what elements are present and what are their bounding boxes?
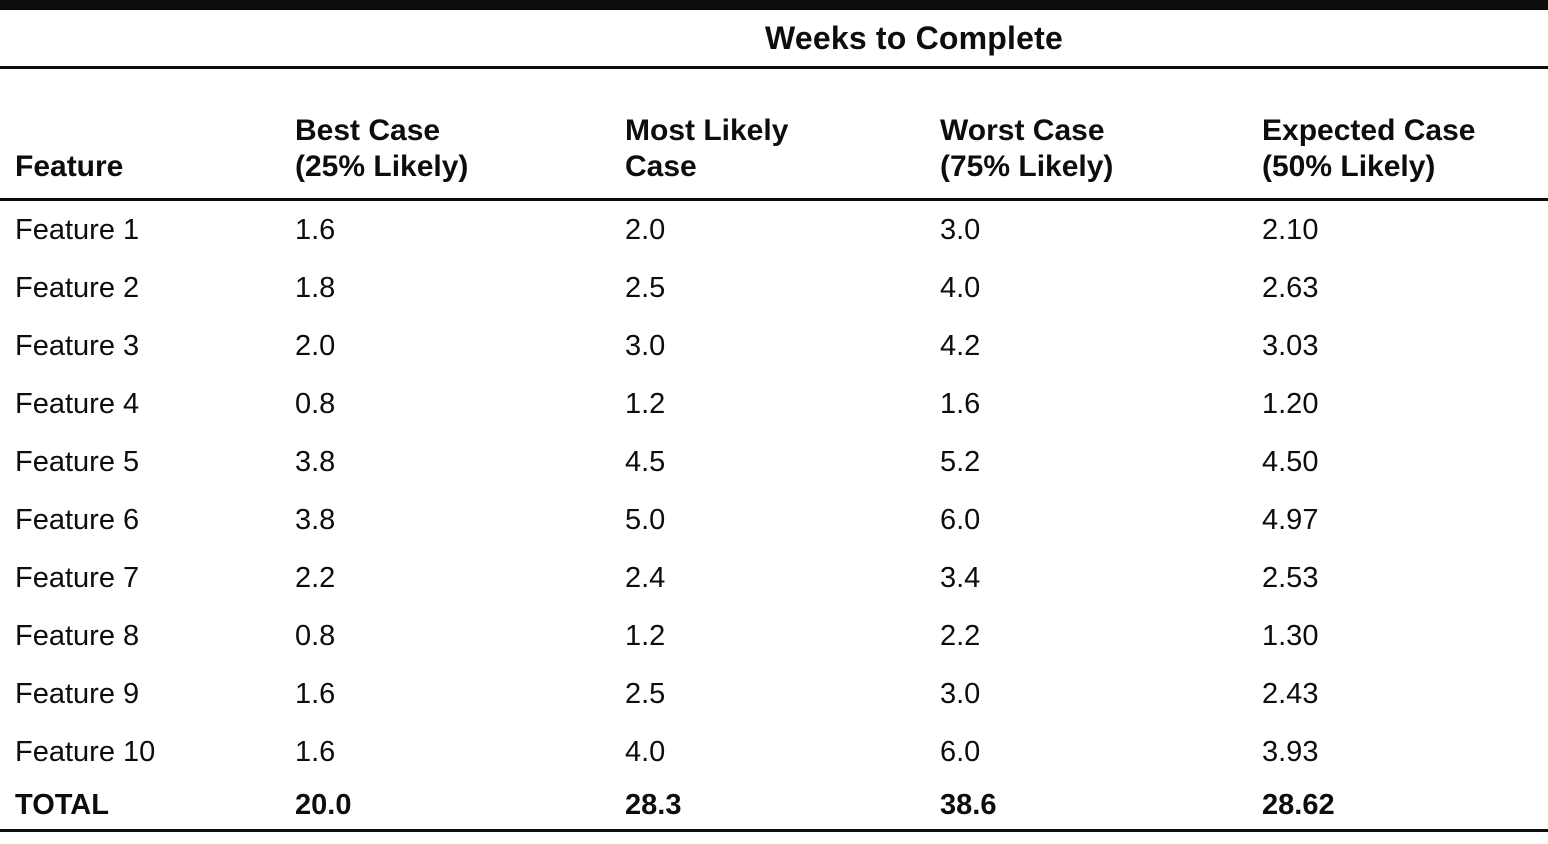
estimation-table: Weeks to Complete Feature Best Case (25%… xyxy=(0,10,1548,832)
value-cell: 2.43 xyxy=(1262,677,1319,710)
value-cell: 3.8 xyxy=(295,503,336,536)
value-cell: 4.0 xyxy=(940,271,981,304)
value-cell: 3.8 xyxy=(295,445,336,478)
column-header-best-case: Best Case (25% Likely) xyxy=(280,67,610,201)
feature-row: Feature 5 3.8 4.5 5.2 4.50 xyxy=(0,433,1548,491)
feature-row: Feature 2 1.8 2.5 4.0 2.63 xyxy=(0,259,1548,317)
value-cell: 1.2 xyxy=(625,387,666,420)
column-header-row: Feature Best Case (25% Likely) Most Like… xyxy=(0,67,1548,201)
value-cell: 28.3 xyxy=(610,781,925,832)
value-cell: 6.0 xyxy=(940,735,981,768)
feature-name-cell: Feature 10 xyxy=(15,735,156,768)
feature-row: Feature 7 2.2 2.4 3.4 2.53 xyxy=(0,549,1548,607)
feature-name-cell: Feature 7 xyxy=(15,561,140,594)
table-body: Feature 1 1.6 2.0 3.0 2.10 Feature 2 1.8 2.5 4.0… xyxy=(0,200,1548,832)
feature-name-cell: Feature 4 xyxy=(15,387,140,420)
value-cell: 2.4 xyxy=(625,561,666,594)
value-cell: 3.0 xyxy=(625,329,666,362)
value-cell: 6.0 xyxy=(940,503,981,536)
value-cell: 28.62 xyxy=(1247,781,1548,832)
spanning-header-row: Weeks to Complete xyxy=(0,10,1548,69)
feature-row: Feature 1 1.6 2.0 3.0 2.10 xyxy=(0,200,1548,260)
column-header-expected-case: Expected Case (50% Likely) xyxy=(1247,67,1548,201)
value-cell: 2.2 xyxy=(940,619,981,652)
column-header-label: Feature xyxy=(15,150,124,184)
value-cell: 4.2 xyxy=(940,329,981,362)
corner-cell xyxy=(0,10,280,69)
column-header-sublabel: (50% Likely) xyxy=(1262,150,1436,184)
value-cell: 2.2 xyxy=(295,561,336,594)
column-header-feature: Feature xyxy=(0,67,280,201)
value-cell: 0.8 xyxy=(295,619,336,652)
feature-row: Feature 10 1.6 4.0 6.0 3.93 xyxy=(0,723,1548,781)
column-header-label: Worst Case xyxy=(940,113,1105,147)
value-cell: 5.2 xyxy=(940,445,981,478)
top-rule xyxy=(0,0,1548,10)
feature-name-cell: Feature 5 xyxy=(15,445,140,478)
feature-row: Feature 8 0.8 1.2 2.2 1.30 xyxy=(0,607,1548,665)
total-row: TOTAL 20.0 28.3 38.6 28.62 xyxy=(0,781,1548,832)
column-header-label: Expected Case xyxy=(1262,113,1476,147)
value-cell: 2.0 xyxy=(295,329,336,362)
value-cell: 0.8 xyxy=(295,387,336,420)
feature-row: Feature 6 3.8 5.0 6.0 4.97 xyxy=(0,491,1548,549)
feature-row: Feature 9 1.6 2.5 3.0 2.43 xyxy=(0,665,1548,723)
feature-name-cell: Feature 8 xyxy=(15,619,140,652)
value-cell: 1.6 xyxy=(295,677,336,710)
value-cell: 3.03 xyxy=(1262,329,1319,362)
value-cell: 2.63 xyxy=(1262,271,1319,304)
value-cell: 2.53 xyxy=(1262,561,1319,594)
value-cell: 5.0 xyxy=(625,503,666,536)
feature-name-cell: Feature 9 xyxy=(15,677,140,710)
feature-name-cell: TOTAL xyxy=(0,781,280,832)
value-cell: 3.4 xyxy=(940,561,981,594)
value-cell: 1.2 xyxy=(625,619,666,652)
value-cell: 1.8 xyxy=(295,271,336,304)
value-cell: 2.5 xyxy=(625,271,666,304)
value-cell: 3.93 xyxy=(1262,735,1319,768)
column-header-sublabel: Case xyxy=(625,150,697,184)
value-cell: 2.0 xyxy=(625,213,666,246)
value-cell: 4.5 xyxy=(625,445,666,478)
value-cell: 2.5 xyxy=(625,677,666,710)
column-header-sublabel: (75% Likely) xyxy=(940,150,1114,184)
value-cell: 1.20 xyxy=(1262,387,1319,420)
column-header-label: Best Case xyxy=(295,113,441,147)
value-cell: 2.10 xyxy=(1262,213,1319,246)
column-header-label: Most Likely xyxy=(625,113,789,147)
feature-name-cell: Feature 1 xyxy=(15,213,140,246)
value-cell: 4.50 xyxy=(1262,445,1319,478)
feature-name-cell: Feature 6 xyxy=(15,503,140,536)
feature-row: Feature 4 0.8 1.2 1.6 1.20 xyxy=(0,375,1548,433)
column-header-sublabel: (25% Likely) xyxy=(295,150,469,184)
feature-name-cell: Feature 3 xyxy=(15,329,140,362)
value-cell: 38.6 xyxy=(925,781,1247,832)
value-cell: 1.6 xyxy=(940,387,981,420)
column-header-worst-case: Worst Case (75% Likely) xyxy=(925,67,1247,201)
value-cell: 1.30 xyxy=(1262,619,1319,652)
value-cell: 20.0 xyxy=(280,781,610,832)
feature-name-cell: Feature 2 xyxy=(15,271,140,304)
value-cell: 4.0 xyxy=(625,735,666,768)
value-cell: 4.97 xyxy=(1262,503,1319,536)
feature-row: Feature 3 2.0 3.0 4.2 3.03 xyxy=(0,317,1548,375)
value-cell: 1.6 xyxy=(295,735,336,768)
value-cell: 3.0 xyxy=(940,213,981,246)
value-cell: 3.0 xyxy=(940,677,981,710)
value-cell: 1.6 xyxy=(295,213,336,246)
table-title: Weeks to Complete xyxy=(280,10,1548,69)
column-header-most-likely: Most Likely Case xyxy=(610,67,925,201)
